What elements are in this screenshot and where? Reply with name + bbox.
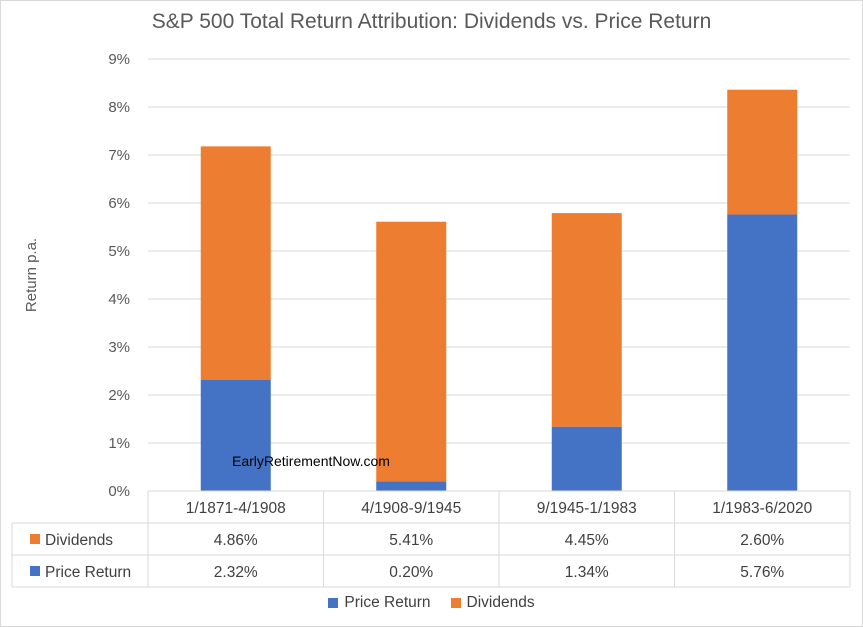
- bar-dividends: [376, 221, 447, 482]
- watermark-annotation: EarlyRetirementNow.com: [232, 453, 390, 469]
- bar-price-return: [200, 379, 271, 491]
- y-tick-label: 1%: [108, 435, 130, 452]
- bar-price-return: [727, 214, 798, 491]
- legend-label: Price Return: [344, 594, 431, 611]
- x-category-label: 4/1908-9/1945: [361, 500, 461, 517]
- legend-item: Price Return: [328, 594, 431, 612]
- table-legend-swatch: [30, 566, 40, 576]
- table-series-name: Price Return: [45, 564, 131, 581]
- data-table-value: 2.32%: [214, 564, 258, 581]
- data-table-value: 1.34%: [565, 564, 609, 581]
- bar-dividends: [200, 146, 271, 380]
- y-tick-label: 7%: [108, 147, 130, 164]
- data-table-value: 4.45%: [565, 532, 609, 549]
- y-tick-label: 4%: [108, 291, 130, 308]
- bar-price-return: [551, 426, 622, 491]
- data-table-value: 2.60%: [740, 532, 784, 549]
- data-table-value: 0.20%: [389, 564, 433, 581]
- table-series-name: Dividends: [45, 532, 113, 549]
- y-axis-title: Return p.a.: [23, 238, 40, 312]
- y-tick-label: 9%: [108, 51, 130, 68]
- legend-swatch: [450, 598, 461, 608]
- y-tick-label: 2%: [108, 387, 130, 404]
- chart-legend: Price Return Dividends: [0, 594, 863, 613]
- legend-swatch: [328, 598, 339, 608]
- data-table-value: 5.41%: [389, 532, 433, 549]
- y-tick-label: 5%: [108, 243, 130, 260]
- bar-price-return: [376, 481, 447, 491]
- bar-dividends: [727, 89, 798, 215]
- x-category-label: 1/1871-4/1908: [186, 500, 286, 517]
- data-table-value: 5.76%: [740, 564, 784, 581]
- y-tick-label: 0%: [108, 483, 130, 500]
- table-legend-swatch: [30, 534, 40, 544]
- chart-title: S&P 500 Total Return Attribution: Divide…: [151, 10, 712, 33]
- y-tick-label: 3%: [108, 339, 130, 356]
- bar-dividends: [551, 213, 622, 427]
- x-category-label: 1/1983-6/2020: [712, 500, 812, 517]
- y-tick-label: 6%: [108, 195, 130, 212]
- legend-label: Dividends: [466, 594, 535, 611]
- x-category-label: 9/1945-1/1983: [537, 500, 637, 517]
- data-table-value: 4.86%: [214, 532, 258, 549]
- y-tick-label: 8%: [108, 99, 130, 116]
- legend-item: Dividends: [450, 594, 535, 612]
